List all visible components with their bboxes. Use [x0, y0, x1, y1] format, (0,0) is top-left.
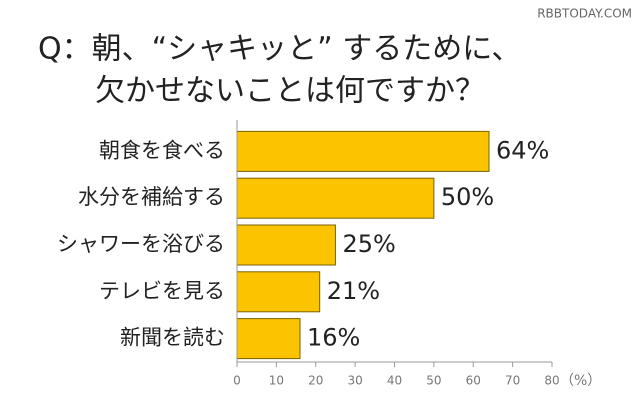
bar	[236, 271, 321, 313]
x-tick-label: 0	[233, 374, 241, 388]
watermark: RBBTODAY.COM	[537, 7, 632, 21]
value-label: 64%	[496, 136, 549, 164]
bar	[236, 177, 435, 219]
y-tick-label: 朝食を食べる	[99, 138, 225, 162]
bar	[236, 318, 301, 360]
bar	[236, 130, 490, 172]
x-tick-label: 20	[308, 374, 323, 388]
value-label: 50%	[441, 183, 494, 211]
chart-title: Q：朝、“シャキッと” するために、	[38, 32, 521, 67]
x-unit: （%）	[560, 373, 601, 389]
x-tick-label: 70	[505, 374, 520, 388]
y-tick-label: 新聞を読む	[120, 326, 225, 350]
y-tick-label: テレビを見る	[99, 279, 225, 303]
chart-title: 欠かせないことは何ですか？	[95, 74, 485, 109]
bar	[236, 224, 336, 266]
x-tick-label: 40	[387, 374, 402, 388]
x-tick-label: 60	[466, 374, 481, 388]
x-tick-label: 50	[426, 374, 441, 388]
value-label: 25%	[342, 230, 395, 258]
value-label: 21%	[327, 277, 380, 305]
x-tick-label: 30	[347, 374, 362, 388]
x-tick-label: 80	[544, 374, 559, 388]
y-tick-label: 水分を補給する	[78, 185, 225, 209]
value-label: 16%	[307, 324, 360, 352]
x-tick-label: 10	[269, 374, 284, 388]
y-tick-label: シャワーを浴びる	[57, 232, 225, 256]
